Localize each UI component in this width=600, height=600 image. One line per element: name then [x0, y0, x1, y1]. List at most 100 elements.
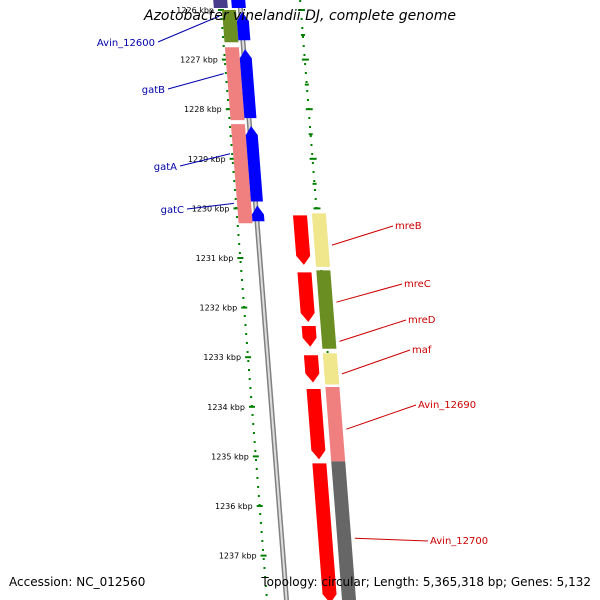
- left-ruler-dot: [225, 81, 228, 83]
- right-ruler-dot: [312, 171, 315, 173]
- ruler-tick-label: 1233 kbp: [203, 353, 241, 362]
- left-ruler-dot: [242, 297, 245, 299]
- right-gene-label: Avin_12700: [430, 536, 488, 547]
- left-gene-arrow: [245, 126, 263, 202]
- left-ruler-dot: [255, 459, 258, 461]
- left-ruler-dot: [226, 90, 229, 92]
- right-gene-label: mreB: [395, 221, 422, 232]
- right-ruler-dot: [326, 351, 329, 353]
- ruler-tick-label: 1236 kbp: [215, 502, 253, 511]
- right-gene-leader-line: [331, 225, 394, 246]
- left-ruler-tick: [252, 455, 259, 458]
- left-ruler-dot: [232, 171, 235, 173]
- ruler-tick-label: 1234 kbp: [207, 403, 245, 412]
- left-ruler-dot: [265, 594, 268, 596]
- left-ruler-dot: [228, 117, 231, 119]
- map-title: Azotobacter vinelandii DJ, complete geno…: [144, 8, 456, 24]
- left-gene-leader-line: [167, 73, 224, 90]
- left-ruler-dot: [260, 531, 263, 533]
- right-ruler-dot: [304, 63, 307, 65]
- left-ruler-dot: [240, 279, 243, 281]
- left-ruler-dot: [257, 486, 260, 488]
- left-gene-label: gatC: [161, 205, 184, 216]
- left-ruler-tick: [248, 405, 255, 408]
- left-ruler-dot: [248, 369, 251, 371]
- left-ruler-tick: [225, 108, 232, 111]
- left-gene-label: gatB: [142, 85, 165, 96]
- right-ruler-dot: [306, 99, 309, 101]
- left-ruler-dot: [241, 288, 244, 290]
- right-ruler-dot: [309, 135, 312, 137]
- left-ruler-dot: [247, 360, 250, 362]
- left-ruler-tick: [218, 9, 224, 11]
- left-ruler-dot: [237, 234, 240, 236]
- right-ruler-dot: [313, 180, 316, 182]
- right-ruler-dot: [309, 126, 312, 128]
- left-ruler-dot: [264, 576, 267, 578]
- left-ruler-dot: [226, 99, 229, 101]
- right-gene-leader-line: [354, 537, 429, 542]
- left-ruler-dot: [221, 27, 224, 29]
- left-ruler-dot: [250, 396, 253, 398]
- left-cog-bar: [224, 47, 245, 121]
- right-ruler-dot: [313, 189, 316, 191]
- left-ruler-dot: [262, 549, 265, 551]
- left-ruler-dot: [249, 387, 252, 389]
- left-ruler-dot: [236, 216, 239, 218]
- left-ruler-tick: [245, 356, 252, 359]
- left-ruler-dot: [261, 540, 264, 542]
- left-ruler-dot: [243, 315, 246, 317]
- left-ruler-dot: [248, 378, 251, 380]
- right-gene-label: maf: [412, 345, 432, 356]
- right-gene-arrow: [312, 463, 337, 600]
- accession-text: Accession: NC_012560: [9, 575, 146, 589]
- left-cog-bar: [237, 203, 253, 224]
- left-ruler-dot: [255, 468, 258, 470]
- right-gene-label: mreD: [408, 315, 436, 326]
- right-cog-bar: [325, 386, 346, 462]
- left-ruler-dot: [264, 585, 267, 587]
- left-cog-bar: [230, 124, 252, 204]
- left-ruler-dot: [231, 153, 234, 155]
- left-gene-arrow: [239, 49, 257, 119]
- right-ruler-dot: [302, 45, 305, 47]
- right-ruler-dot: [311, 153, 314, 155]
- left-ruler-dot: [233, 189, 236, 191]
- right-ruler-dot: [301, 27, 304, 29]
- left-ruler-tick: [260, 554, 267, 557]
- left-ruler-dot: [251, 414, 254, 416]
- left-gene-leader-line: [157, 15, 220, 43]
- left-ruler-dot: [236, 225, 239, 227]
- left-ruler-dot: [244, 324, 247, 326]
- left-ruler-tick: [229, 157, 236, 160]
- left-gene-label: gatA: [154, 162, 177, 173]
- ruler-tick-label: 1232 kbp: [200, 304, 238, 313]
- right-ruler-tick: [298, 9, 305, 11]
- left-ruler-dot: [223, 54, 226, 56]
- right-ruler-dot: [299, 0, 302, 2]
- right-cog-bar: [316, 270, 335, 324]
- label-layer: Avin_12600 gatB gatA gatC mreB mreC mreD maf Avi…: [97, 15, 488, 547]
- right-gene-leader-line: [339, 319, 407, 342]
- left-gene-leader-line: [186, 202, 234, 210]
- right-gene-arrow: [303, 355, 320, 383]
- left-ruler-dot: [224, 72, 227, 74]
- ruler-tick-label: 1228 kbp: [184, 105, 222, 114]
- right-gene-label: mreC: [404, 279, 431, 290]
- right-ruler-dot: [304, 72, 307, 74]
- left-ruler-tick: [256, 505, 263, 507]
- right-ruler-dot: [300, 18, 303, 20]
- left-ruler-dot: [238, 252, 241, 254]
- left-ruler-tick: [241, 306, 248, 309]
- right-cog-bar: [311, 213, 331, 267]
- left-ruler-dot: [245, 333, 248, 335]
- ruler-tick-label: 1230 kbp: [192, 204, 230, 213]
- left-ruler-dot: [238, 243, 241, 245]
- left-ruler-dot: [252, 423, 255, 425]
- right-ruler-minor-tick: [304, 83, 309, 86]
- left-ruler-dot: [222, 36, 225, 38]
- right-gene-leader-line: [346, 404, 417, 430]
- left-ruler-dot: [233, 180, 236, 182]
- right-cog-bar: [322, 353, 340, 385]
